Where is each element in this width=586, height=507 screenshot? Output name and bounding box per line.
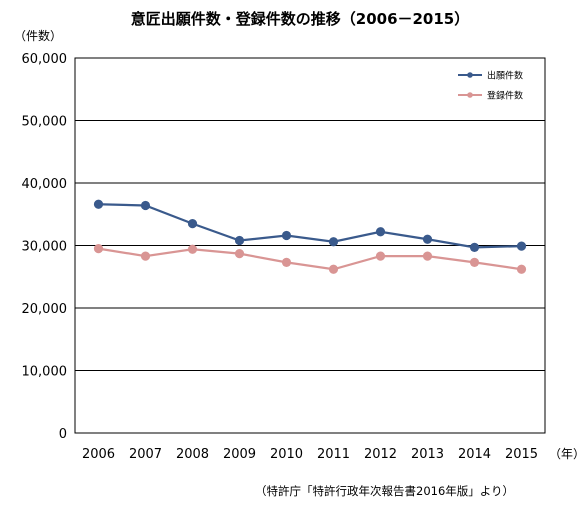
x-tick-label: 2007	[129, 447, 162, 462]
gridlines	[75, 120, 545, 371]
x-tick-label: 2015	[505, 447, 538, 462]
data-point	[516, 264, 527, 274]
y-tick-label: 60,000	[22, 52, 68, 67]
legend-marker	[467, 72, 473, 78]
data-point	[281, 257, 292, 267]
data-point	[281, 230, 292, 241]
data-point	[140, 200, 151, 211]
data-point	[375, 227, 386, 237]
x-tick-label: 2010	[270, 447, 303, 462]
legend-marker	[467, 92, 473, 98]
data-point	[469, 242, 480, 252]
data-point	[328, 237, 339, 247]
data-point	[328, 264, 339, 274]
plot-area-border	[74, 57, 546, 434]
y-tick-labels: 0 10,000 20,000 30,000 40,000 50,000 60,000	[22, 52, 68, 442]
series-line	[98, 203, 522, 249]
source-note: （特許庁「特許行政年次報告書2016年版」より）	[255, 484, 514, 498]
data-point	[140, 251, 151, 261]
x-axis-label: （年）	[549, 447, 585, 461]
data-point	[187, 219, 198, 229]
series-2	[93, 244, 527, 274]
y-tick-label: 40,000	[22, 177, 68, 192]
x-tick-label: 2009	[223, 447, 256, 462]
x-tick-label: 2013	[411, 447, 444, 462]
series-1	[93, 199, 527, 252]
y-tick-label: 0	[59, 427, 67, 442]
x-tick-label: 2008	[176, 447, 209, 462]
y-tick-label: 20,000	[22, 302, 68, 317]
y-tick-label: 10,000	[22, 365, 68, 380]
y-axis-label: （件数）	[14, 28, 62, 43]
data-point	[187, 244, 198, 254]
x-tick-label: 2012	[364, 447, 397, 462]
data-point	[422, 251, 433, 261]
data-point	[516, 241, 527, 251]
legend-label: 出願件数	[487, 70, 523, 82]
x-tick-label: 2006	[82, 447, 115, 462]
x-tick-label: 2011	[317, 447, 350, 462]
data-point	[422, 234, 433, 244]
data-point	[234, 235, 245, 246]
series-line	[98, 247, 522, 271]
x-tick-labels: 2006 2007 2008 2009 2010 2011 2012 2013 2014 2015	[82, 447, 538, 462]
data-point	[93, 199, 104, 209]
chart-title: 意匠出願件数・登録件数の推移（2006－2015）	[131, 10, 470, 28]
x-tick-label: 2014	[458, 447, 491, 462]
legend-label: 登録件数	[487, 90, 523, 102]
series-layer	[93, 199, 527, 274]
data-point	[375, 251, 386, 261]
y-tick-label: 50,000	[22, 115, 68, 130]
data-point	[234, 249, 245, 259]
data-point	[93, 244, 104, 254]
y-tick-label: 30,000	[22, 240, 68, 255]
data-point	[469, 257, 480, 267]
